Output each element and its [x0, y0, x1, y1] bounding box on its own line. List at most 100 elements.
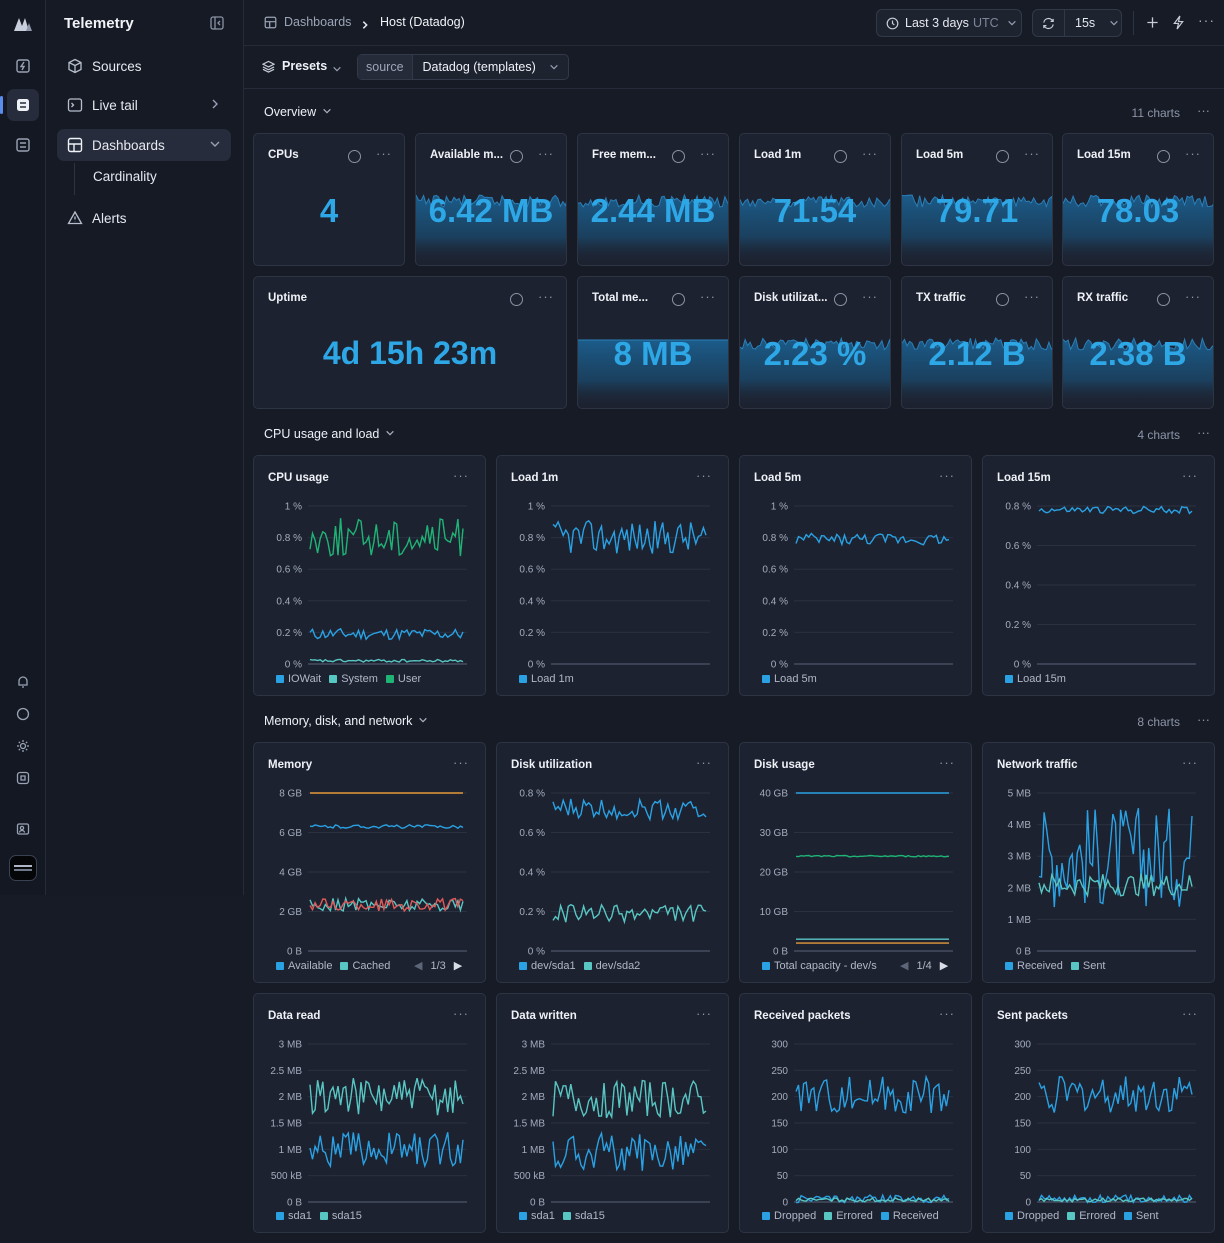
chart-card[interactable]: CPU usage ··· 1 % 0.8 % 0.6 % 0.4 % 0.2 % 0 % IO… [253, 455, 486, 696]
stat-card[interactable]: Disk utilizat... ··· 2.23 % [739, 276, 891, 409]
source-filter[interactable]: source Datadog (templates) [357, 54, 569, 80]
more-icon[interactable]: ··· [696, 468, 712, 483]
stat-card[interactable]: Load 15m ··· 78.03 [1062, 133, 1214, 266]
legend-label[interactable]: sda15 [331, 1210, 362, 1222]
legend-label[interactable]: User [397, 673, 422, 685]
legend-label[interactable]: dev/sda2 [595, 960, 641, 972]
legend-label[interactable]: Load 5m [774, 673, 817, 685]
legend-label[interactable]: Received [892, 1210, 939, 1222]
logo-icon[interactable] [7, 8, 39, 40]
chart-card[interactable]: Load 15m ··· 0.8 % 0.6 % 0.4 % 0.2 % 0 % Load 1… [982, 455, 1215, 696]
more-icon[interactable]: ··· [453, 755, 469, 770]
legend-label[interactable]: Load 1m [531, 673, 574, 685]
more-icon[interactable]: ··· [453, 468, 469, 483]
caret-right-icon[interactable]: ▶ [939, 960, 949, 972]
chart-card[interactable]: Memory ··· 8 GB 6 GB 4 GB 2 GB 0 B Available Cac… [253, 742, 486, 983]
caret-left-icon[interactable]: ◀ [414, 960, 423, 972]
presets-label[interactable]: Presets [282, 59, 328, 73]
legend-label[interactable]: System [341, 673, 378, 685]
avatar[interactable] [9, 855, 37, 881]
chart-card[interactable]: Received packets ··· 300 250 200 150 100 50 0 Dro… [739, 993, 972, 1233]
more-icon[interactable]: ··· [1024, 146, 1040, 161]
nav-item-dashboards[interactable]: Dashboards [57, 129, 231, 161]
stat-card[interactable]: RX traffic ··· 2.38 B [1062, 276, 1214, 409]
chart-card[interactable]: Data read ··· 3 MB 2.5 MB 2 MB 1.5 MB 1 MB 500 … [253, 993, 486, 1233]
sun-icon[interactable] [7, 730, 39, 762]
stat-card[interactable]: Uptime ··· 4d 15h 23m [253, 276, 567, 409]
stat-card[interactable]: CPUs ··· 4 [253, 133, 405, 266]
more-icon[interactable]: ··· [696, 1006, 712, 1021]
nav-item-live-tail[interactable]: Live tail [57, 89, 231, 121]
more-icon[interactable]: ··· [538, 146, 554, 161]
section-memory[interactable]: Memory, disk, and network [264, 714, 428, 728]
more-icon[interactable]: ··· [1182, 468, 1198, 483]
nav-item-alerts[interactable]: Alerts [57, 202, 231, 234]
more-icon[interactable]: ··· [700, 146, 716, 161]
more-icon[interactable]: ··· [1185, 146, 1201, 161]
section-overview[interactable]: Overview [264, 105, 332, 119]
legend-label[interactable]: IOWait [288, 673, 322, 685]
legend-label[interactable]: Load 15m [1017, 673, 1066, 685]
stat-card[interactable]: Load 1m ··· 71.54 [739, 133, 891, 266]
legend-label[interactable]: Received [1017, 960, 1063, 972]
legend-label[interactable]: Sent [1135, 1210, 1159, 1222]
chart-card[interactable]: Sent packets ··· 300 250 200 150 100 50 0 Dropped… [982, 993, 1215, 1233]
more-icon[interactable]: ··· [1197, 425, 1210, 440]
legend-label[interactable]: Total capacity - dev/s [774, 960, 877, 972]
legend-label[interactable]: sda1 [531, 1210, 555, 1222]
lightning-icon[interactable] [1172, 15, 1185, 35]
legend-label[interactable]: Dropped [774, 1210, 817, 1222]
stat-card[interactable]: Load 5m ··· 79.71 [901, 133, 1053, 266]
collapse-sidebar-icon[interactable] [210, 16, 224, 30]
more-icon[interactable]: ··· [700, 289, 716, 304]
telemetry-icon[interactable] [7, 89, 39, 121]
more-icon[interactable]: ··· [939, 1006, 955, 1021]
caret-right-icon[interactable]: ▶ [453, 960, 463, 972]
command-icon[interactable] [7, 762, 39, 794]
more-icon[interactable]: ··· [1197, 103, 1210, 118]
more-icon[interactable]: ··· [939, 755, 955, 770]
more-icon[interactable]: ··· [1182, 755, 1198, 770]
legend-label[interactable]: dev/sda1 [531, 960, 576, 972]
more-icon[interactable]: ··· [1197, 712, 1210, 727]
add-icon[interactable] [1146, 16, 1159, 34]
breadcrumb-root[interactable]: Dashboards [284, 15, 352, 29]
legend-label[interactable]: sda1 [288, 1210, 312, 1222]
chevron-down-icon[interactable] [332, 61, 342, 79]
stat-card[interactable]: Available m... ··· 6.42 MB [415, 133, 567, 266]
refresh-control[interactable]: 15s [1032, 9, 1122, 37]
chart-card[interactable]: Disk utilization ··· 0.8 % 0.6 % 0.4 % 0.2 % 0… [496, 742, 729, 983]
more-icon[interactable]: ··· [376, 146, 392, 161]
legend-label[interactable]: Errored [836, 1210, 873, 1222]
chart-card[interactable]: Data written ··· 3 MB 2.5 MB 2 MB 1.5 MB 1 MB 5… [496, 993, 729, 1233]
legend-label[interactable]: Dropped [1017, 1210, 1060, 1222]
more-icon[interactable]: ··· [862, 146, 878, 161]
legend-label[interactable]: Errored [1079, 1210, 1116, 1222]
chat-icon[interactable] [7, 698, 39, 730]
section-cpu[interactable]: CPU usage and load [264, 427, 395, 441]
chart-card[interactable]: Network traffic ··· 5 MB 4 MB 3 MB 2 MB 1 MB 0 … [982, 742, 1215, 983]
chart-card[interactable]: Load 1m ··· 1 % 0.8 % 0.6 % 0.4 % 0.2 % 0 % Load… [496, 455, 729, 696]
bell-icon[interactable] [7, 666, 39, 698]
settings-sliders-icon[interactable] [7, 129, 39, 161]
stat-card[interactable]: Total me... ··· 8 MB [577, 276, 729, 409]
legend-label[interactable]: sda15 [574, 1210, 605, 1222]
user-add-icon[interactable] [7, 813, 39, 845]
lightning-icon[interactable] [7, 50, 39, 82]
nav-item-cardinality[interactable]: Cardinality [93, 169, 157, 184]
caret-left-icon[interactable]: ◀ [900, 960, 909, 972]
more-icon[interactable]: ··· [453, 1006, 469, 1021]
legend-label[interactable]: Cached [352, 960, 391, 972]
more-icon[interactable]: ··· [1182, 1006, 1198, 1021]
chart-card[interactable]: Disk usage ··· 40 GB 30 GB 20 GB 10 GB 0 B Tota… [739, 742, 972, 983]
stat-card[interactable]: Free mem... ··· 2.44 MB [577, 133, 729, 266]
more-icon[interactable]: ··· [538, 289, 554, 304]
refresh-icon[interactable] [1033, 10, 1065, 36]
more-icon[interactable]: ··· [1024, 289, 1040, 304]
more-icon[interactable]: ··· [939, 468, 955, 483]
more-icon[interactable]: ··· [862, 289, 878, 304]
more-icon[interactable]: ··· [1185, 289, 1201, 304]
chart-card[interactable]: Load 5m ··· 1 % 0.8 % 0.6 % 0.4 % 0.2 % 0 % Load… [739, 455, 972, 696]
legend-label[interactable]: Sent [1082, 960, 1106, 972]
nav-item-sources[interactable]: Sources [57, 50, 231, 82]
